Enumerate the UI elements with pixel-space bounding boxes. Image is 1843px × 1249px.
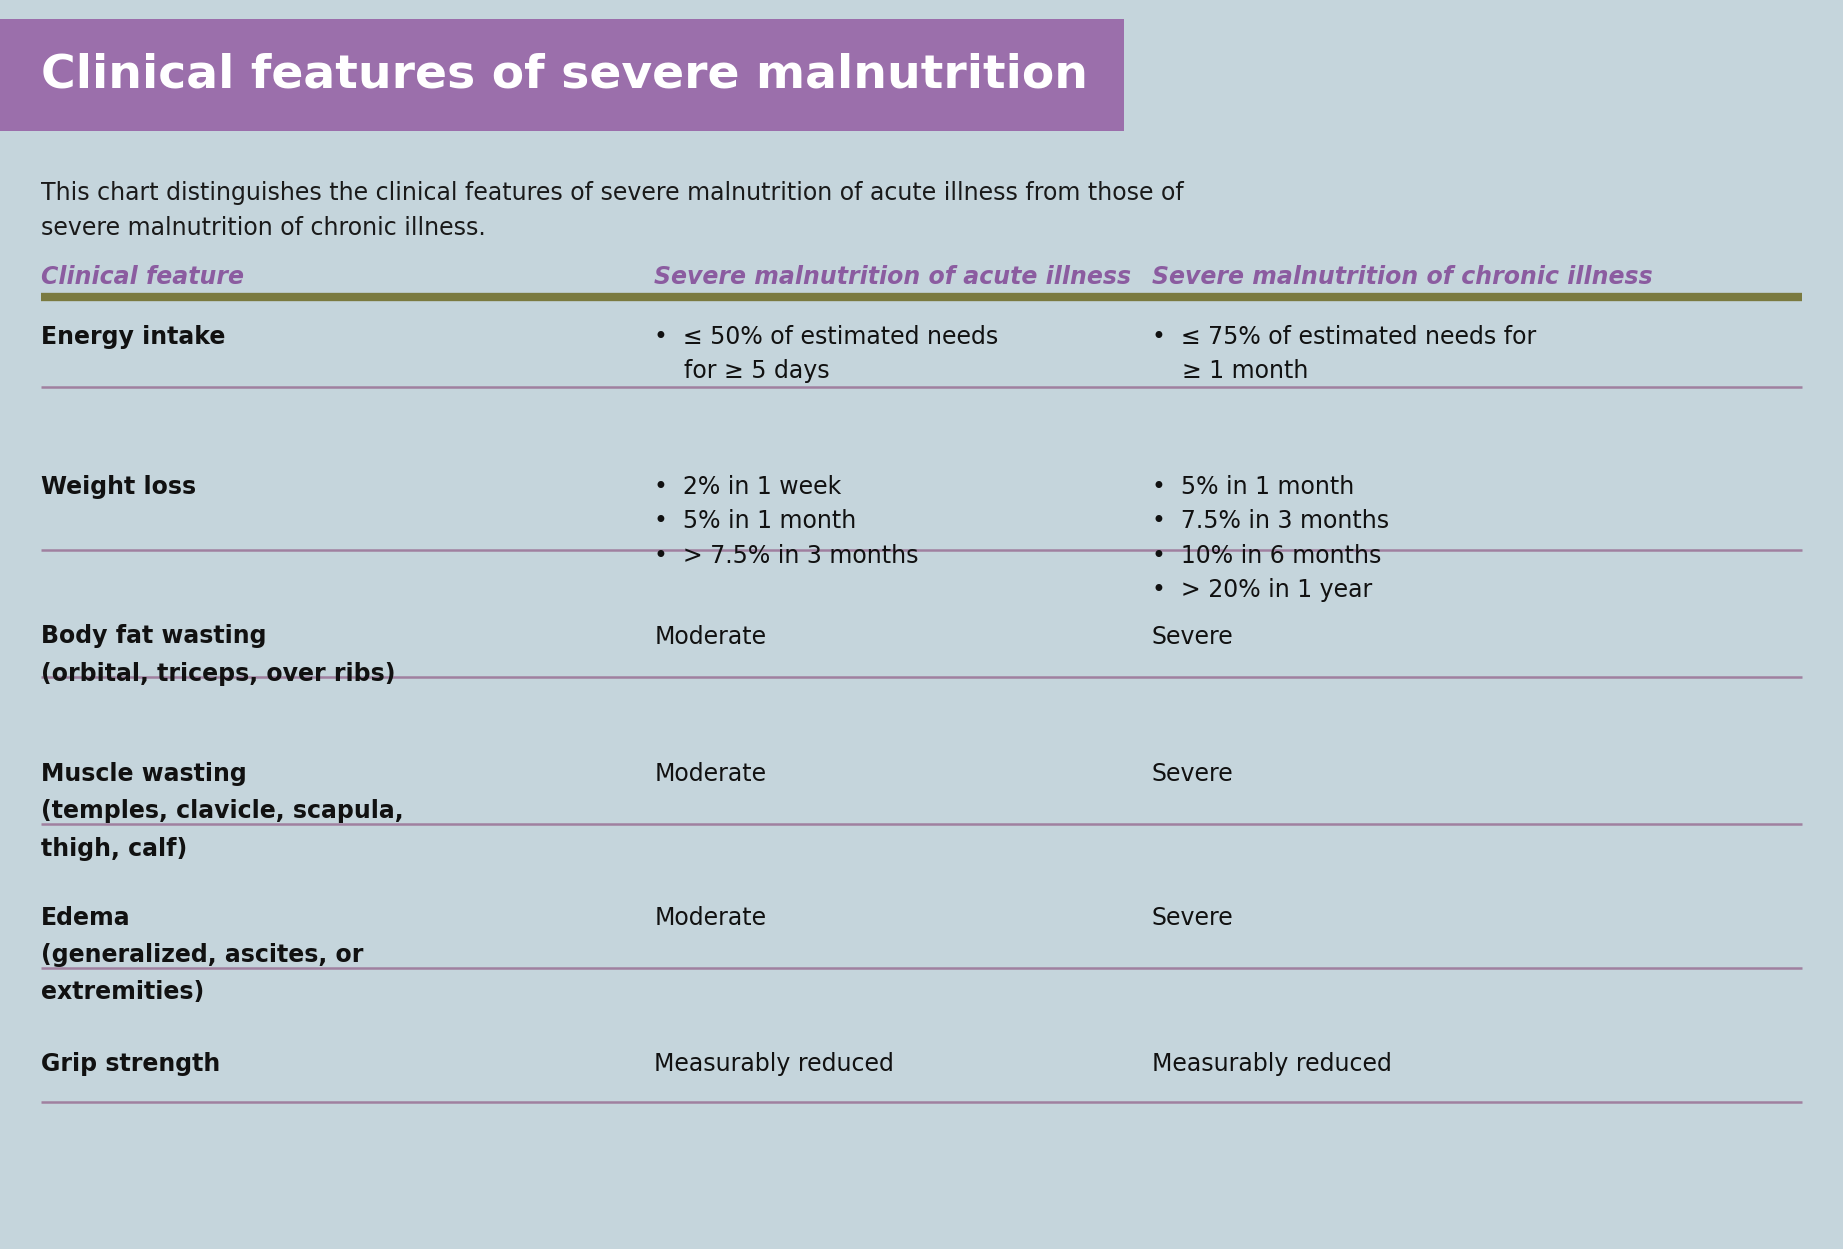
Text: Moderate: Moderate xyxy=(654,624,767,648)
Text: thigh, calf): thigh, calf) xyxy=(41,837,186,861)
Text: Energy intake: Energy intake xyxy=(41,325,225,348)
Text: •  ≤ 75% of estimated needs for
    ≥ 1 month: • ≤ 75% of estimated needs for ≥ 1 month xyxy=(1152,325,1535,383)
Text: Muscle wasting: Muscle wasting xyxy=(41,762,247,786)
Text: Body fat wasting: Body fat wasting xyxy=(41,624,265,648)
Text: Severe malnutrition of chronic illness: Severe malnutrition of chronic illness xyxy=(1152,265,1653,289)
Text: Severe: Severe xyxy=(1152,906,1233,929)
Text: Moderate: Moderate xyxy=(654,906,767,929)
Text: Severe: Severe xyxy=(1152,624,1233,648)
Text: •  ≤ 50% of estimated needs
    for ≥ 5 days: • ≤ 50% of estimated needs for ≥ 5 days xyxy=(654,325,999,383)
Text: Moderate: Moderate xyxy=(654,762,767,786)
Text: Grip strength: Grip strength xyxy=(41,1052,219,1075)
Text: (temples, clavicle, scapula,: (temples, clavicle, scapula, xyxy=(41,799,404,823)
Text: Measurably reduced: Measurably reduced xyxy=(654,1052,894,1075)
Text: Clinical feature: Clinical feature xyxy=(41,265,243,289)
Text: (orbital, triceps, over ribs): (orbital, triceps, over ribs) xyxy=(41,662,394,686)
Text: Weight loss: Weight loss xyxy=(41,475,195,498)
Text: (generalized, ascites, or: (generalized, ascites, or xyxy=(41,943,363,967)
Text: Measurably reduced: Measurably reduced xyxy=(1152,1052,1391,1075)
Text: •  2% in 1 week
•  5% in 1 month
•  > 7.5% in 3 months: • 2% in 1 week • 5% in 1 month • > 7.5% … xyxy=(654,475,920,567)
Text: Edema: Edema xyxy=(41,906,131,929)
Text: •  5% in 1 month
•  7.5% in 3 months
•  10% in 6 months
•  > 20% in 1 year: • 5% in 1 month • 7.5% in 3 months • 10%… xyxy=(1152,475,1390,602)
Text: Severe: Severe xyxy=(1152,762,1233,786)
Text: Clinical features of severe malnutrition: Clinical features of severe malnutrition xyxy=(41,52,1087,97)
Text: This chart distinguishes the clinical features of severe malnutrition of acute i: This chart distinguishes the clinical fe… xyxy=(41,181,1183,240)
FancyBboxPatch shape xyxy=(0,19,1124,131)
Text: Severe malnutrition of acute illness: Severe malnutrition of acute illness xyxy=(654,265,1132,289)
Text: extremities): extremities) xyxy=(41,980,205,1004)
